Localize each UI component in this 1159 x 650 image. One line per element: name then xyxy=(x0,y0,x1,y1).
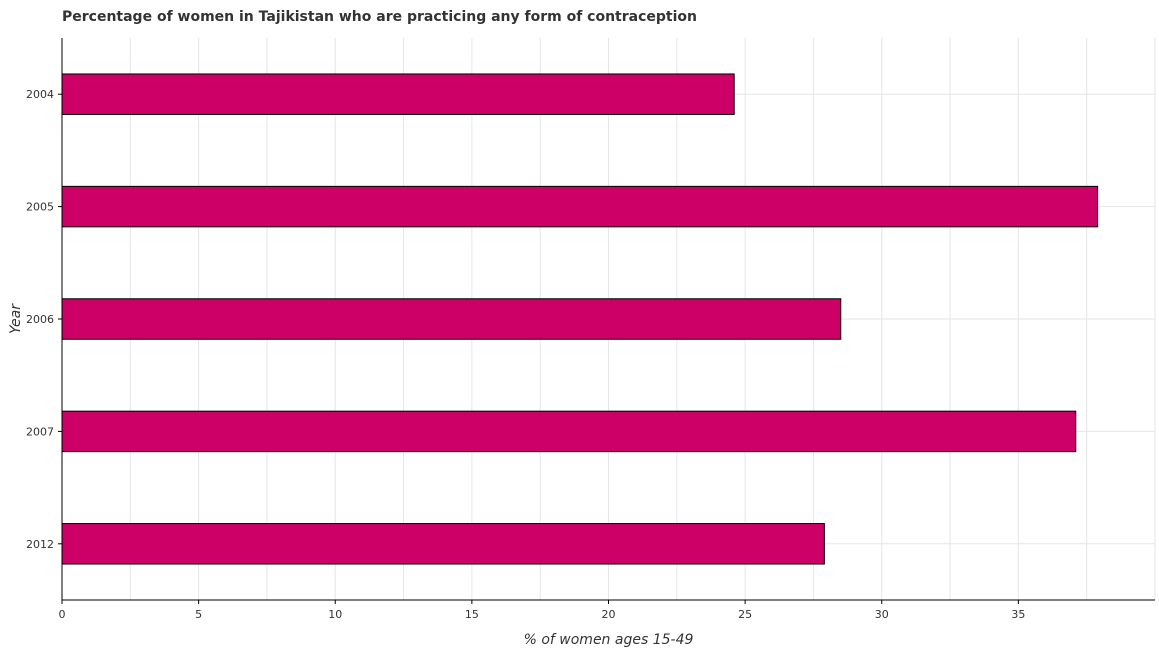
bar-2005 xyxy=(61,185,1099,228)
x-tick-label: 5 xyxy=(195,608,202,621)
bar-2004 xyxy=(61,73,735,115)
y-tick-label: 2004 xyxy=(26,88,54,101)
chart-title: Percentage of women in Tajikistan who ar… xyxy=(62,9,697,25)
y-axis-label: Year xyxy=(8,303,24,334)
bar-2006 xyxy=(61,298,842,340)
tick-labels: 2004 2005 2006 2007 2012 0 5 10 15 20 25 30 35 xyxy=(26,88,1025,621)
y-tick-label: 2006 xyxy=(26,313,54,326)
x-tick-label: 25 xyxy=(738,608,752,621)
x-axis-label: % of women ages 15-49 xyxy=(524,632,694,648)
x-tick-label: 0 xyxy=(59,608,66,621)
x-tick-label: 30 xyxy=(875,608,889,621)
x-tick-label: 15 xyxy=(465,608,479,621)
y-tick-label: 2012 xyxy=(26,538,54,551)
y-tick-label: 2007 xyxy=(26,425,54,438)
x-tick-label: 35 xyxy=(1011,608,1025,621)
axes xyxy=(58,38,1155,604)
y-tick-label: 2005 xyxy=(26,201,54,214)
x-tick-label: 10 xyxy=(328,608,342,621)
bar-2007 xyxy=(61,410,1077,453)
bar-2012 xyxy=(61,523,825,565)
x-tick-label: 20 xyxy=(602,608,616,621)
bars xyxy=(61,73,1099,565)
